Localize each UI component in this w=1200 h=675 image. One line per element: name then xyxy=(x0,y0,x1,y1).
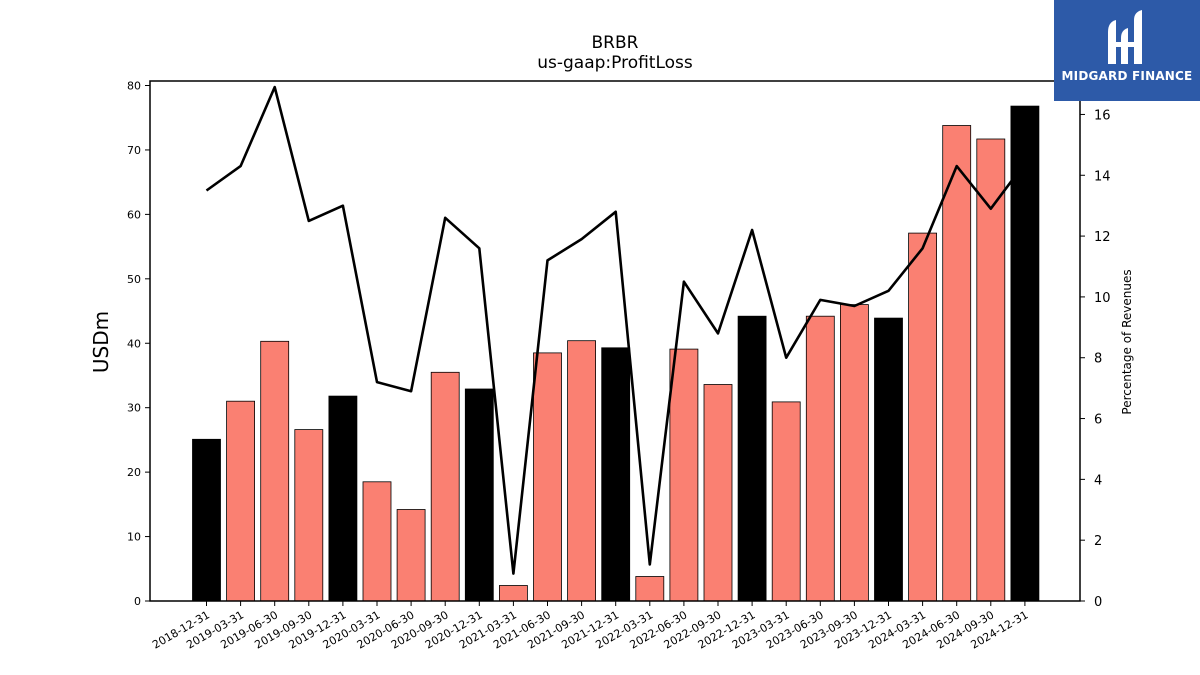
y-tick-label: 10 xyxy=(127,531,141,544)
y-tick-label: 80 xyxy=(127,80,141,93)
bar-2019-03-31 xyxy=(226,400,256,602)
y-tick-label: 60 xyxy=(127,208,141,221)
bar-2019-12-31 xyxy=(328,395,358,602)
y-axis-label: USDm xyxy=(89,311,113,373)
y-tick-label: 40 xyxy=(127,337,141,350)
bar-2019-06-30 xyxy=(260,340,290,602)
bars-layer xyxy=(192,105,1040,602)
bar-2020-09-30 xyxy=(430,371,460,602)
bar-2022-06-30 xyxy=(669,348,699,602)
y2-axis: 0 2 4 6 8 10 12 14 16 xyxy=(1080,108,1111,610)
bar-2020-06-30 xyxy=(396,509,426,602)
y2-tick-label: 6 xyxy=(1094,413,1102,428)
bar-2021-09-30 xyxy=(567,340,596,602)
bar-2022-12-31 xyxy=(737,315,767,602)
plot-frame xyxy=(149,80,1081,602)
bar-2018-12-31 xyxy=(192,438,221,602)
y-tick-label: 30 xyxy=(127,402,141,415)
chart-subtitle: us-gaap:ProfitLoss xyxy=(537,53,693,73)
y2-tick-label: 0 xyxy=(1094,595,1102,610)
bar-2022-09-30 xyxy=(703,384,733,602)
chart-title: BRBR xyxy=(592,33,639,53)
bar-2020-12-31 xyxy=(464,388,494,602)
bar-2024-09-30 xyxy=(976,138,1006,602)
y2-tick-label: 4 xyxy=(1094,473,1102,488)
line-layer xyxy=(205,85,1026,575)
bar-2020-03-31 xyxy=(362,481,392,602)
x-axis: 2018-12-312019-03-312019-06-302019-09-30… xyxy=(150,601,1030,652)
y2-tick-label: 2 xyxy=(1094,534,1102,549)
logo-text: MIDGARD FINANCE xyxy=(1061,69,1193,83)
bar-2023-09-30 xyxy=(840,304,869,602)
y-tick-label: 70 xyxy=(127,144,141,157)
bar-2019-09-30 xyxy=(294,429,324,602)
bar-2021-12-31 xyxy=(601,347,631,602)
bar-2023-12-31 xyxy=(874,317,903,602)
y2-tick-label: 8 xyxy=(1094,352,1102,367)
y2-tick-label: 16 xyxy=(1094,108,1111,123)
bar-2023-06-30 xyxy=(805,315,835,602)
bar-2021-06-30 xyxy=(533,352,562,602)
y-tick-label: 20 xyxy=(127,466,141,479)
bar-2021-03-31 xyxy=(498,585,528,602)
bar-2024-06-30 xyxy=(942,125,972,602)
y2-axis-label: Percentage of Revenues xyxy=(1120,269,1134,414)
y-tick-label: 50 xyxy=(127,273,141,286)
midgard-finance-logo: MIDGARD FINANCE xyxy=(1054,0,1200,101)
bar-2024-03-31 xyxy=(908,232,937,602)
bar-2022-03-31 xyxy=(635,576,665,602)
y2-tick-label: 10 xyxy=(1094,291,1111,306)
y-axis: 0 10 20 30 40 50 60 70 80 xyxy=(127,80,150,608)
y-tick-label: 0 xyxy=(134,595,141,608)
y2-tick-label: 12 xyxy=(1094,230,1111,245)
bar-2024-12-31 xyxy=(1010,105,1040,602)
bar-2023-03-31 xyxy=(771,401,801,602)
midgard-logo-icon xyxy=(1108,10,1142,64)
y2-tick-label: 14 xyxy=(1094,169,1111,184)
